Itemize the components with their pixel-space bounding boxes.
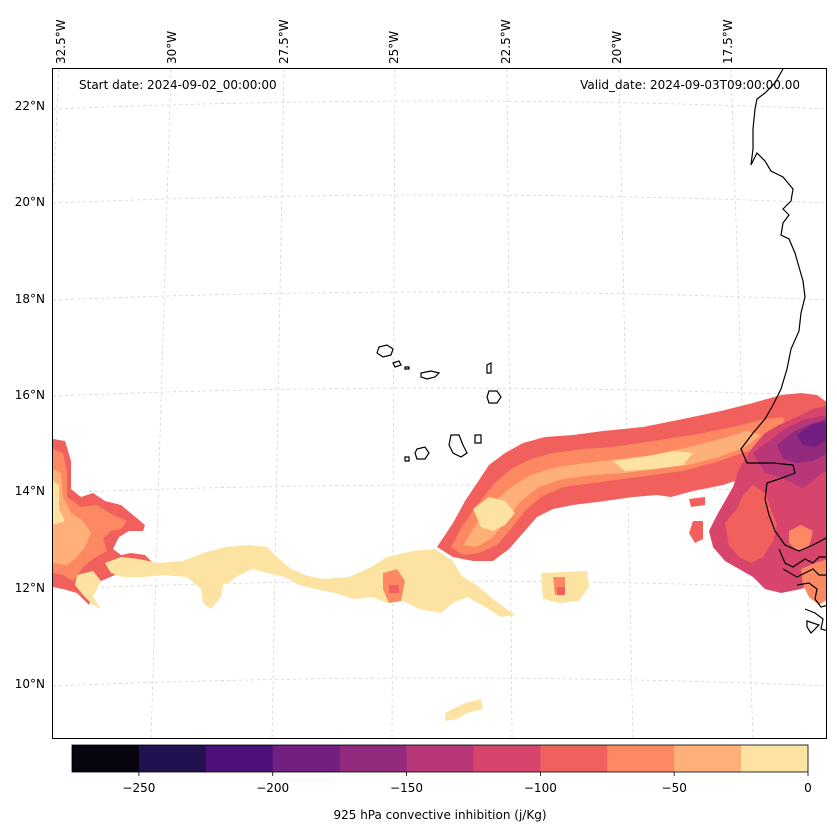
- gridline-lon-30w: [150, 69, 172, 738]
- cin-central-dot: [389, 585, 399, 593]
- island-fogo: [414, 446, 430, 460]
- gridline-lon-25w: [391, 69, 396, 738]
- cin-east-mid: [725, 485, 777, 563]
- cin-east-darkest: [797, 421, 826, 447]
- island-santo-antao: [376, 344, 394, 358]
- colorbar-swatch-7: [540, 745, 608, 772]
- coast-south-5: [806, 620, 821, 634]
- cin-diagonal-pale2: [613, 451, 693, 471]
- cin-patch-ring-dot: [557, 587, 565, 595]
- lon-label-32.5w: 32.5°W: [54, 19, 68, 64]
- island-sal: [486, 362, 492, 374]
- colorbar-swatch-0: [72, 745, 140, 772]
- colorbar-tick-label-0: −250: [122, 781, 155, 795]
- lat-label-20n: 20°N: [14, 195, 45, 209]
- lon-label-20w: 20°W: [610, 30, 624, 64]
- colorbar-tick-label-2: −150: [390, 781, 423, 795]
- colorbar-tick-label-1: −200: [256, 781, 289, 795]
- colorbar-tick-label-5: 0: [804, 781, 812, 795]
- colorbar-swatch-3: [272, 745, 341, 772]
- gridline-lat-16n: [53, 387, 826, 397]
- coast-south-4: [804, 608, 826, 632]
- island-brava: [404, 456, 410, 462]
- cin-east-dot: [689, 497, 705, 507]
- colorbar-outline: [71, 744, 809, 773]
- lat-label-12n: 12°N: [14, 581, 45, 595]
- colorbar-label: 925 hPa convective inhibition (j/Kg): [333, 808, 547, 822]
- map-frame: [52, 68, 827, 739]
- lat-label-10n: 10°N: [14, 677, 45, 691]
- lat-label-16n: 16°N: [14, 388, 45, 402]
- lon-label-30w: 30°W: [165, 30, 179, 64]
- cin-west-pale: [53, 481, 65, 525]
- colorbar-swatch-8: [607, 745, 675, 772]
- lon-label-25w: 25°W: [387, 30, 401, 64]
- coastline: [376, 69, 826, 634]
- colorbar-swatch-1: [138, 745, 207, 772]
- cin-central-band: [105, 545, 515, 617]
- island-santiago: [448, 434, 468, 458]
- valid-date-label: Valid_date: 2024-09-03T09:00:00.00: [580, 78, 800, 92]
- colorbar-swatch-2: [205, 745, 274, 772]
- cin-west-tail: [75, 571, 101, 609]
- colorbar-swatch-10: [741, 745, 809, 772]
- colorbar-tick-label-4: −50: [662, 781, 687, 795]
- gridline-lon-27.5w: [271, 69, 285, 738]
- cin-patch-south: [445, 699, 483, 721]
- cin-diagonal-pale: [473, 497, 515, 531]
- lon-label-17.5w: 17.5°W: [721, 19, 735, 64]
- island-sao-vicente: [392, 360, 402, 368]
- gridline-lat-20n: [53, 194, 826, 204]
- colorbar-tick-label-3: −100: [524, 781, 557, 795]
- gridline-lon-22.5w: [506, 69, 513, 738]
- graticule: [53, 69, 826, 738]
- island-maio: [474, 434, 482, 444]
- colorbar: −250 −200 −150 −100 −50 0: [71, 744, 812, 795]
- gridline-lat-10n: [53, 677, 826, 687]
- island-boa-vista: [486, 390, 502, 404]
- gridline-lat-18n: [53, 291, 826, 301]
- lat-label-18n: 18°N: [14, 292, 45, 306]
- island-santa-luzia: [404, 366, 410, 370]
- cin-west-light: [53, 469, 91, 565]
- gridline-lon-32.5w: [53, 69, 60, 200]
- colorbar-ticks: −250 −200 −150 −100 −50 0: [122, 772, 812, 795]
- coast-south-1: [778, 548, 826, 568]
- lat-label-22n: 22°N: [14, 99, 45, 113]
- lat-label-14n: 14°N: [14, 484, 45, 498]
- colorbar-swatch-6: [473, 745, 541, 772]
- colorbar-swatch-9: [674, 745, 742, 772]
- lon-label-27.5w: 27.5°W: [277, 19, 291, 64]
- africa-coastline: [740, 69, 826, 552]
- coast-south-2: [782, 568, 826, 578]
- cin-east-isolated: [689, 521, 703, 543]
- cin-contours: [53, 393, 826, 721]
- cin-east-spot: [789, 525, 813, 551]
- gridline-lon-20w: [618, 69, 634, 738]
- coast-south-3: [796, 582, 826, 608]
- cin-east-south: [801, 559, 826, 605]
- colorbar-swatch-4: [339, 745, 408, 772]
- map-canvas: [53, 69, 826, 738]
- start-date-label: Start date: 2024-09-02_00:00:00: [79, 78, 277, 92]
- lon-label-22.5w: 22.5°W: [499, 19, 513, 64]
- colorbar-swatches: [72, 745, 809, 772]
- island-sao-nicolau: [420, 370, 441, 380]
- gridline-lat-22n: [53, 100, 826, 110]
- gridline-lon-17.5w: [730, 69, 754, 738]
- colorbar-swatch-5: [406, 745, 474, 772]
